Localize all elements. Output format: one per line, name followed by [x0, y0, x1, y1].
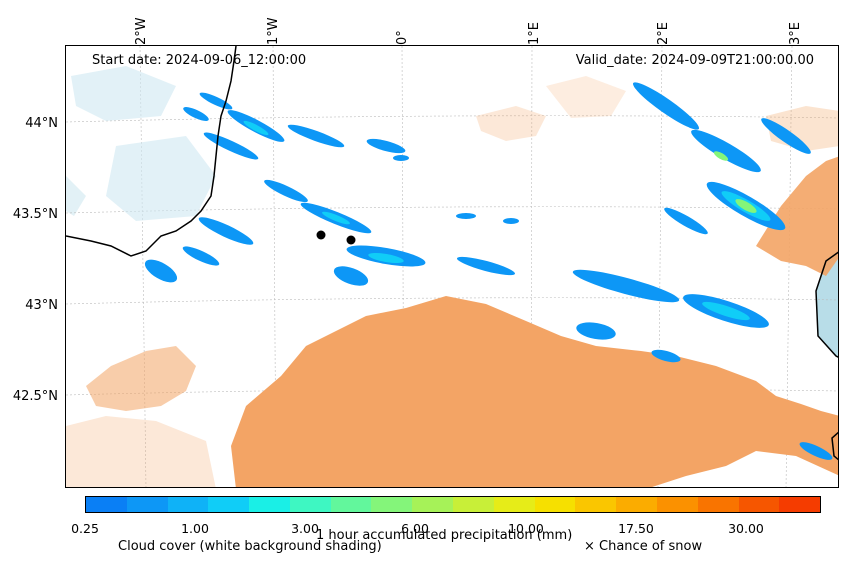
location-marker-1	[316, 230, 326, 240]
colorbar-segment	[493, 497, 535, 512]
colorbar-segment	[86, 497, 127, 512]
cloud-cover-legend: Cloud cover (white background shading)	[118, 539, 382, 554]
colorbar-segment	[534, 497, 576, 512]
cloud-cover-shading	[66, 76, 838, 487]
sea-area-mediterranean	[816, 252, 838, 357]
sea-area-biscay	[66, 176, 86, 216]
colorbar-segment	[616, 497, 657, 512]
colorbar-segment	[289, 497, 331, 512]
colorbar-segment	[330, 497, 372, 512]
colorbar-segment	[697, 497, 739, 512]
colorbar-segment	[779, 497, 821, 512]
colorbar-segment	[371, 497, 413, 512]
location-marker-2	[346, 235, 356, 245]
lon-tick-1w: 1°W	[266, 17, 281, 45]
cloud-texture-top-left	[71, 66, 216, 221]
colorbar-segment	[656, 497, 698, 512]
colorbar-segment	[575, 497, 617, 512]
colorbar-title: 1 hour accumulated precipitation (mm)	[316, 528, 573, 543]
colorbar-segment	[412, 497, 454, 512]
snow-legend: × Chance of snow	[584, 539, 703, 554]
coastline-south-east	[831, 431, 838, 461]
colorbar-segment	[249, 497, 290, 512]
colorbar-tick-10-00: 10.00	[508, 521, 544, 536]
lat-tick-42-5n: 42.5°N	[12, 389, 58, 404]
colorbar-tick-6-00: 6.00	[401, 521, 429, 536]
colorbar-tick-30-00: 30.00	[728, 521, 764, 536]
colorbar-segment	[738, 497, 780, 512]
lat-tick-43n: 43°N	[25, 298, 58, 313]
lon-tick-2e: 2°E	[656, 22, 671, 45]
start-date-label: Start date: 2024-09-06_12:00:00	[92, 53, 307, 68]
colorbar-segment	[208, 497, 250, 512]
colorbar-segment	[126, 497, 168, 512]
precipitation-streaks	[144, 82, 833, 460]
colorbar-tick-0-25: 0.25	[71, 521, 99, 536]
lon-tick-3e: 3°E	[788, 22, 803, 45]
lat-tick-43-5n: 43.5°N	[12, 207, 58, 222]
colorbar-tick-17-50: 17.50	[618, 521, 654, 536]
lon-tick-0: 0°	[395, 30, 410, 45]
lat-tick-44n: 44°N	[25, 116, 58, 131]
colorbar-segment	[167, 497, 209, 512]
coastline-west	[66, 46, 237, 257]
lon-tick-2w: 2°W	[134, 17, 149, 45]
colorbar-tick-3-00: 3.00	[291, 521, 319, 536]
precipitation-colorbar	[85, 496, 821, 513]
valid-date-label: Valid_date: 2024-09-09T21:00:00.00	[575, 53, 814, 68]
colorbar-segment	[453, 497, 494, 512]
coastline-east	[815, 251, 838, 358]
lon-tick-1e: 1°E	[527, 22, 542, 45]
precipitation-map[interactable]: Start date: 2024-09-06_12:00:00 Valid_da…	[65, 45, 839, 488]
colorbar-tick-1-00: 1.00	[181, 521, 209, 536]
